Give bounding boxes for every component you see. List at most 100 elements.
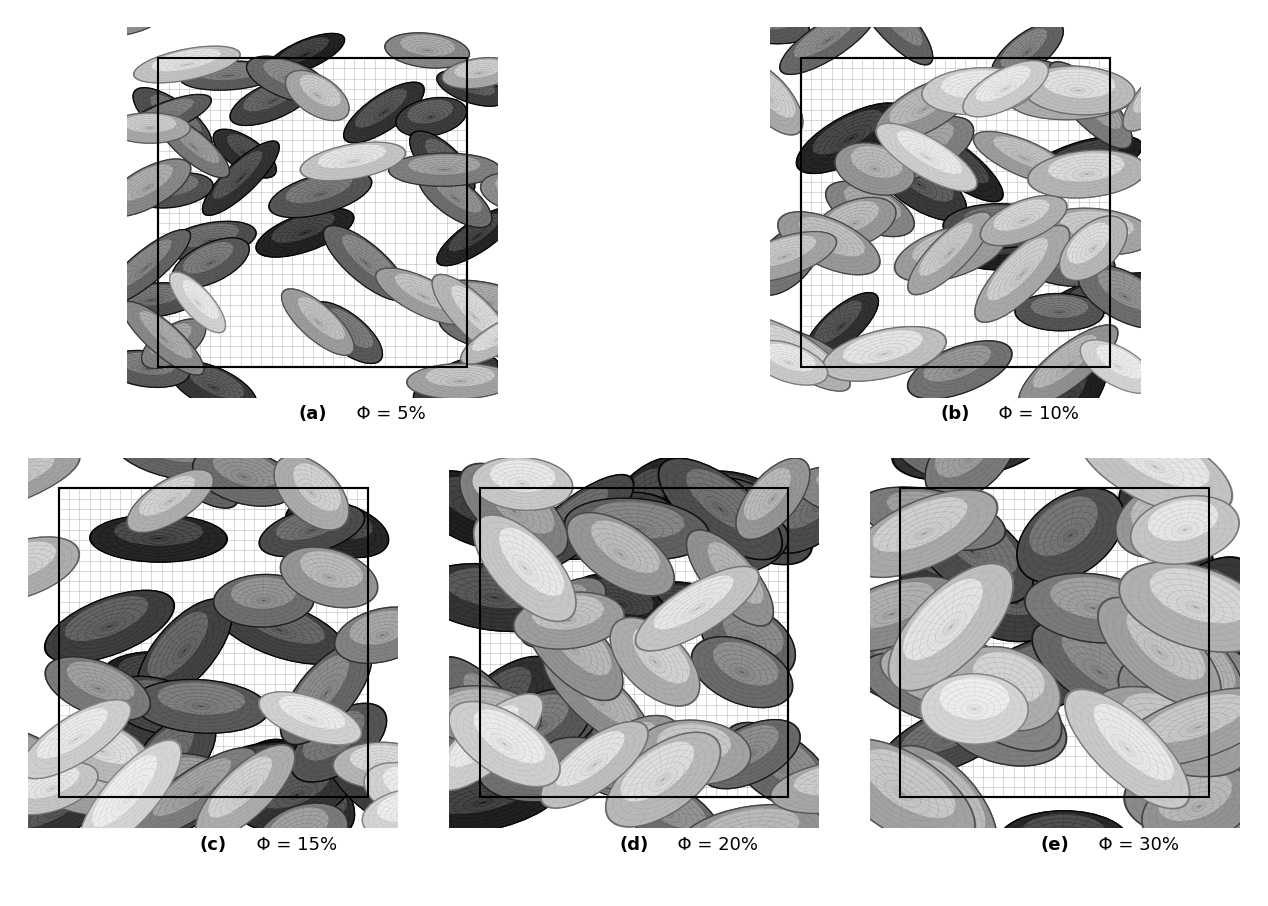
Ellipse shape xyxy=(1120,607,1246,725)
Ellipse shape xyxy=(564,498,709,560)
Ellipse shape xyxy=(136,99,194,127)
Ellipse shape xyxy=(396,97,468,137)
Ellipse shape xyxy=(147,612,208,679)
Ellipse shape xyxy=(880,366,990,432)
Ellipse shape xyxy=(1025,573,1161,643)
Ellipse shape xyxy=(889,82,952,124)
Ellipse shape xyxy=(437,71,506,106)
Ellipse shape xyxy=(1047,61,1132,149)
Ellipse shape xyxy=(637,720,751,785)
Ellipse shape xyxy=(1184,636,1235,692)
Ellipse shape xyxy=(109,112,190,143)
Ellipse shape xyxy=(1232,735,1268,783)
Ellipse shape xyxy=(193,0,266,13)
Ellipse shape xyxy=(611,774,720,852)
Ellipse shape xyxy=(481,173,558,214)
Ellipse shape xyxy=(150,323,191,355)
Ellipse shape xyxy=(817,469,889,501)
Bar xyxy=(158,58,468,367)
Ellipse shape xyxy=(605,731,721,828)
Ellipse shape xyxy=(948,646,1061,732)
Text: (a): (a) xyxy=(298,405,327,423)
Ellipse shape xyxy=(157,116,230,178)
Ellipse shape xyxy=(418,169,492,227)
Ellipse shape xyxy=(964,206,1036,233)
Ellipse shape xyxy=(735,458,810,540)
Ellipse shape xyxy=(1127,684,1227,776)
Ellipse shape xyxy=(941,70,1014,98)
Ellipse shape xyxy=(701,602,795,680)
Ellipse shape xyxy=(496,175,545,200)
Ellipse shape xyxy=(573,574,667,633)
Ellipse shape xyxy=(1120,689,1268,766)
Ellipse shape xyxy=(401,34,455,56)
Ellipse shape xyxy=(44,590,175,663)
Ellipse shape xyxy=(255,803,349,868)
Ellipse shape xyxy=(413,356,498,406)
Ellipse shape xyxy=(171,238,250,288)
Ellipse shape xyxy=(1181,759,1259,833)
Ellipse shape xyxy=(875,76,974,142)
Ellipse shape xyxy=(340,742,394,802)
Ellipse shape xyxy=(677,804,828,871)
Ellipse shape xyxy=(22,699,131,778)
Ellipse shape xyxy=(1118,641,1255,719)
Ellipse shape xyxy=(105,159,190,217)
Ellipse shape xyxy=(1017,488,1123,583)
Ellipse shape xyxy=(139,476,195,516)
Ellipse shape xyxy=(240,759,354,831)
Ellipse shape xyxy=(993,199,1050,231)
Ellipse shape xyxy=(520,577,606,648)
Ellipse shape xyxy=(113,737,203,795)
Ellipse shape xyxy=(1042,69,1116,98)
Ellipse shape xyxy=(902,705,994,756)
Ellipse shape xyxy=(940,0,1061,9)
Ellipse shape xyxy=(852,0,933,65)
Ellipse shape xyxy=(247,56,331,102)
Bar xyxy=(900,488,1210,797)
Ellipse shape xyxy=(659,458,782,559)
Ellipse shape xyxy=(1164,747,1268,864)
Ellipse shape xyxy=(908,341,1012,399)
Ellipse shape xyxy=(1027,136,1142,186)
Ellipse shape xyxy=(0,764,123,851)
Ellipse shape xyxy=(280,547,378,608)
Ellipse shape xyxy=(1027,149,1146,198)
Ellipse shape xyxy=(472,458,572,510)
Ellipse shape xyxy=(0,537,79,602)
Ellipse shape xyxy=(704,808,799,848)
Ellipse shape xyxy=(65,596,148,641)
Ellipse shape xyxy=(1019,325,1118,407)
Ellipse shape xyxy=(908,212,992,294)
Text: Φ = 15%: Φ = 15% xyxy=(245,835,337,853)
Ellipse shape xyxy=(708,542,763,604)
Ellipse shape xyxy=(992,22,1064,82)
Ellipse shape xyxy=(120,352,175,375)
Ellipse shape xyxy=(907,211,992,295)
Ellipse shape xyxy=(1154,570,1226,641)
Ellipse shape xyxy=(205,0,254,1)
Ellipse shape xyxy=(896,130,962,174)
Ellipse shape xyxy=(446,689,521,724)
Ellipse shape xyxy=(278,761,355,836)
Ellipse shape xyxy=(749,328,828,365)
Ellipse shape xyxy=(231,76,317,126)
Ellipse shape xyxy=(971,633,1113,716)
Bar xyxy=(58,488,368,797)
Ellipse shape xyxy=(18,737,105,790)
Ellipse shape xyxy=(964,61,1049,117)
Ellipse shape xyxy=(384,33,470,69)
Ellipse shape xyxy=(1154,783,1268,897)
Ellipse shape xyxy=(1118,688,1268,767)
Ellipse shape xyxy=(765,325,834,373)
Ellipse shape xyxy=(1130,495,1240,564)
Ellipse shape xyxy=(410,470,547,553)
Ellipse shape xyxy=(473,514,577,622)
Ellipse shape xyxy=(923,345,992,381)
Ellipse shape xyxy=(601,457,691,554)
Ellipse shape xyxy=(407,100,453,123)
Ellipse shape xyxy=(1033,369,1087,426)
Ellipse shape xyxy=(1026,135,1144,187)
Ellipse shape xyxy=(0,542,56,582)
Ellipse shape xyxy=(1008,76,1132,120)
